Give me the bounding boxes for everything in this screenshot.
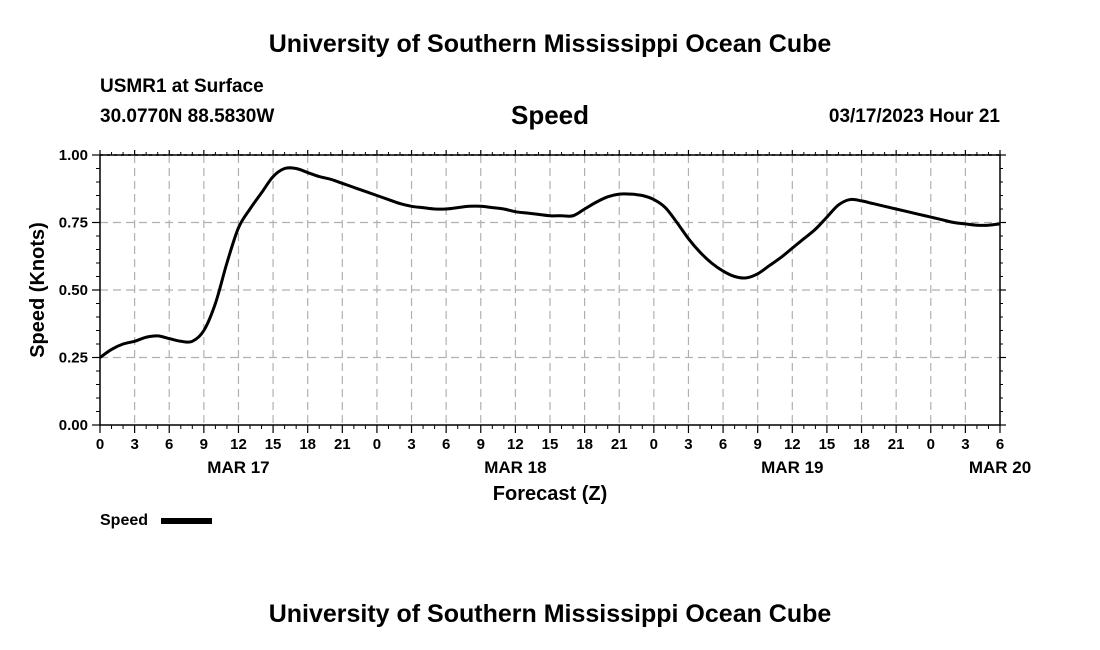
x-tick-label: 6 [996,436,1004,453]
x-tick-label: 9 [477,436,485,453]
speed-series-line [99,166,1001,359]
x-tick-label: 12 [784,436,801,453]
page-title-top: University of Southern Mississippi Ocean… [268,30,832,58]
y-tick-label: 0.50 [59,282,88,299]
x-tick-label: 18 [576,436,593,453]
date-label: MAR 18 [484,458,546,477]
x-tick-label: 0 [650,436,658,453]
x-tick-label: 18 [299,436,316,453]
y-tick-label: 0.00 [59,417,88,434]
station-label: USMR1 at Surface [100,76,264,97]
x-tick-label: 9 [200,436,208,453]
y-tick-label: 0.75 [59,215,88,232]
x-tick-label: 0 [96,436,104,453]
axis-ticks [92,150,1006,433]
x-tick-label: 21 [334,436,351,453]
y-tick-label: 1.00 [59,147,88,164]
y-axis-label: Speed (Knots) [27,222,49,358]
x-tick-label: 0 [373,436,381,453]
x-tick-label: 3 [407,436,415,453]
x-tick-label: 21 [888,436,905,453]
x-tick-label: 12 [507,436,524,453]
y-tick-label: 0.25 [59,350,88,367]
chart-title: Speed [510,100,590,130]
legend-label: Speed [100,512,148,529]
x-tick-label: 15 [265,436,282,453]
x-axis-label: Forecast (Z) [493,483,607,505]
x-tick-label: 6 [165,436,173,453]
x-tick-label: 21 [611,436,628,453]
x-tick-label: 0 [927,436,935,453]
date-label: MAR 20 [969,458,1031,477]
x-tick-label: 3 [684,436,692,453]
x-tick-label: 15 [819,436,836,453]
date-label: MAR 19 [761,458,823,477]
x-tick-label: 15 [542,436,559,453]
x-tick-label: 12 [230,436,247,453]
speed-chart: 0 3 6 9 12 15 18 21 0 3 6 9 12 15 18 21 0 3 6 9 12 15 18 21 0 3 6 0… [27,147,1031,529]
x-tick-label: 3 [961,436,969,453]
x-tick-label: 6 [719,436,727,453]
plot-frame [99,154,1001,426]
page-title-bottom: University of Southern Mississippi Ocean… [268,600,832,628]
grid-lines [100,154,1000,425]
tick-labels: 0 3 6 9 12 15 18 21 0 3 6 9 12 15 18 21 0 3 6 9 12 15 18 21 0 3 6 0… [59,147,1031,477]
timestamp-label: 03/17/2023 Hour 21 [828,106,1000,127]
x-tick-label: 3 [130,436,138,453]
x-tick-label: 6 [442,436,450,453]
date-label: MAR 17 [207,458,269,477]
x-tick-label: 9 [754,436,762,453]
coordinates-label: 30.0770N 88.5830W [100,106,275,127]
x-tick-label: 18 [853,436,870,453]
